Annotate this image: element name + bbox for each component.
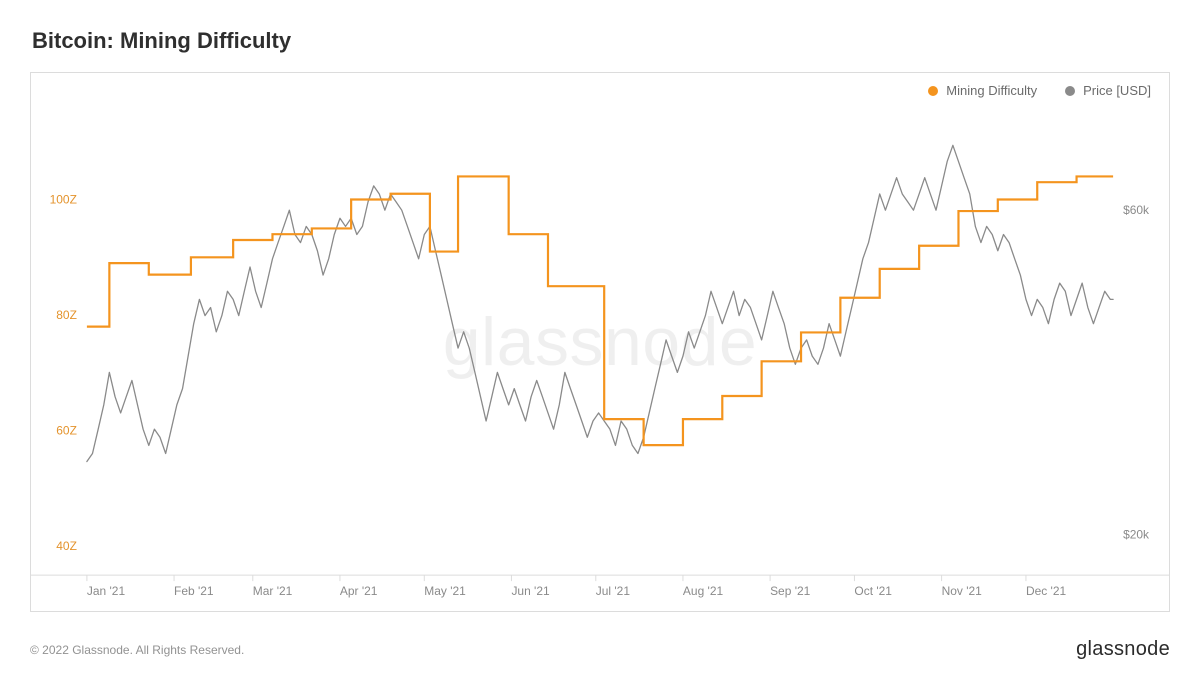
svg-text:Jan '21: Jan '21 bbox=[87, 584, 126, 598]
svg-text:Jun '21: Jun '21 bbox=[511, 584, 550, 598]
svg-text:100Z: 100Z bbox=[50, 193, 77, 207]
svg-text:Feb '21: Feb '21 bbox=[174, 584, 214, 598]
chart-container: Mining Difficulty Price [USD] glassnode … bbox=[30, 72, 1170, 612]
svg-text:40Z: 40Z bbox=[56, 539, 77, 553]
chart-svg: Jan '21 Feb '21 Mar '21 Apr '21 May '21 Jun '… bbox=[31, 73, 1169, 611]
copyright-text: © 2022 Glassnode. All Rights Reserved. bbox=[30, 643, 244, 657]
svg-text:$20k: $20k bbox=[1123, 528, 1149, 542]
svg-text:Jul '21: Jul '21 bbox=[596, 584, 631, 598]
footer: © 2022 Glassnode. All Rights Reserved. g… bbox=[30, 638, 1170, 661]
svg-text:Mar '21: Mar '21 bbox=[253, 584, 293, 598]
svg-text:Dec '21: Dec '21 bbox=[1026, 584, 1067, 598]
svg-text:May '21: May '21 bbox=[424, 584, 466, 598]
svg-text:Apr '21: Apr '21 bbox=[340, 584, 378, 598]
svg-text:$60k: $60k bbox=[1123, 203, 1149, 217]
svg-text:60Z: 60Z bbox=[56, 424, 77, 438]
svg-text:Nov '21: Nov '21 bbox=[942, 584, 983, 598]
svg-text:Oct '21: Oct '21 bbox=[854, 584, 892, 598]
svg-text:Aug '21: Aug '21 bbox=[683, 584, 724, 598]
brand-logo: glassnode bbox=[1076, 638, 1170, 661]
page-title: Bitcoin: Mining Difficulty bbox=[32, 28, 1170, 54]
svg-text:Sep '21: Sep '21 bbox=[770, 584, 811, 598]
svg-text:80Z: 80Z bbox=[56, 308, 77, 322]
